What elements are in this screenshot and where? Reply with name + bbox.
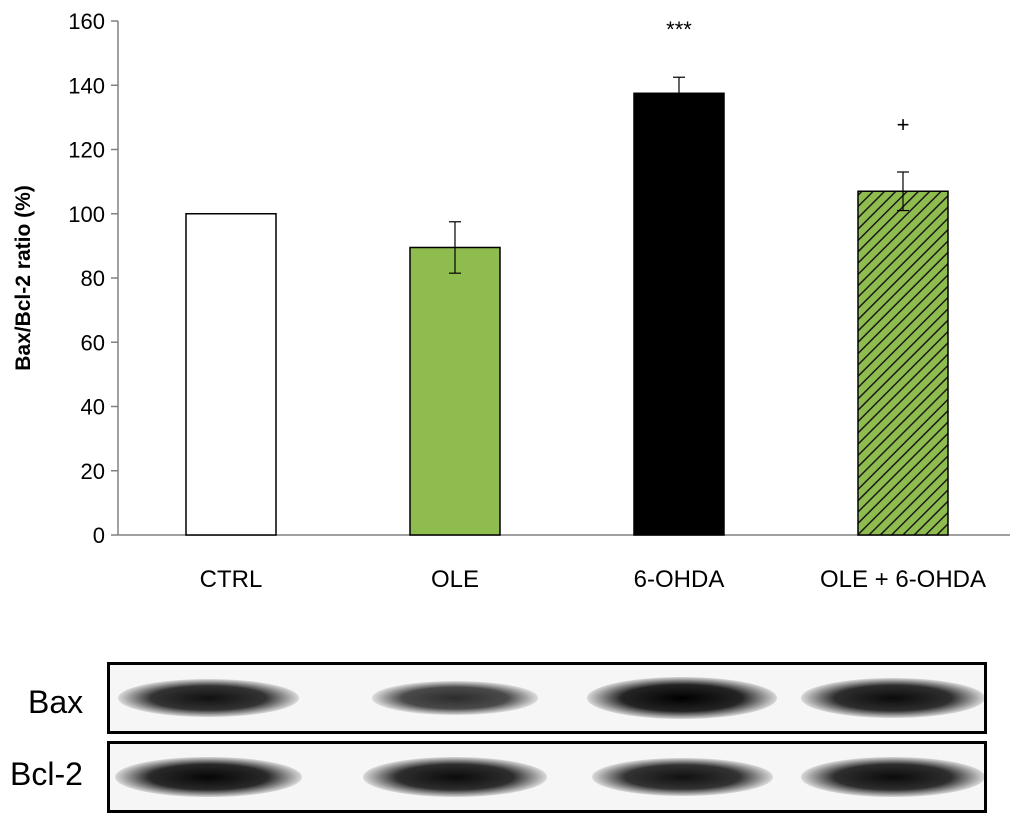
bar-chart: 0 20 40 60 80 100 120 140 160 CTRL OLE *** 6-OHDA + O… (12, 9, 1010, 593)
y-tick-label: 80 (81, 266, 105, 291)
bar (857, 190, 949, 536)
bar (633, 92, 725, 536)
blot-band (114, 756, 302, 798)
y-tick-label: 160 (68, 9, 105, 34)
blot-band (372, 681, 538, 715)
y-axis-label: Bax/Bcl-2 ratio (%) (12, 185, 35, 371)
bars (185, 76, 949, 536)
significance-annotation: + (897, 112, 910, 137)
blot-band (591, 757, 773, 797)
blot-band (363, 757, 547, 797)
bar (409, 246, 501, 536)
x-tick-label: CTRL (200, 566, 263, 593)
x-tick-label: OLE + 6-OHDA (820, 566, 986, 593)
y-tick-label: 120 (68, 138, 105, 163)
x-tick-label: 6-OHDA (634, 566, 725, 593)
western-blot-bcl2 (107, 741, 987, 813)
western-blot-bax (107, 662, 987, 734)
y-tick-label: 100 (68, 202, 105, 227)
blot-band (587, 677, 777, 719)
blot-band (801, 678, 984, 718)
y-tick-label: 40 (81, 395, 105, 420)
x-tick-label: OLE (431, 566, 479, 593)
significance-annotation: *** (666, 17, 692, 42)
blot-band (117, 678, 299, 718)
blot-label-bcl2: Bcl-2 (10, 756, 83, 792)
y-tick-label: 140 (68, 73, 105, 98)
y-tick-label: 20 (81, 459, 105, 484)
y-tick-label: 0 (93, 523, 105, 548)
blot-band (801, 757, 984, 797)
bar (185, 213, 277, 536)
labels: CTRL OLE *** 6-OHDA + OLE + 6-OHDA (200, 17, 986, 593)
blot-label-bax: Bax (28, 684, 84, 720)
y-tick-label: 60 (81, 330, 105, 355)
